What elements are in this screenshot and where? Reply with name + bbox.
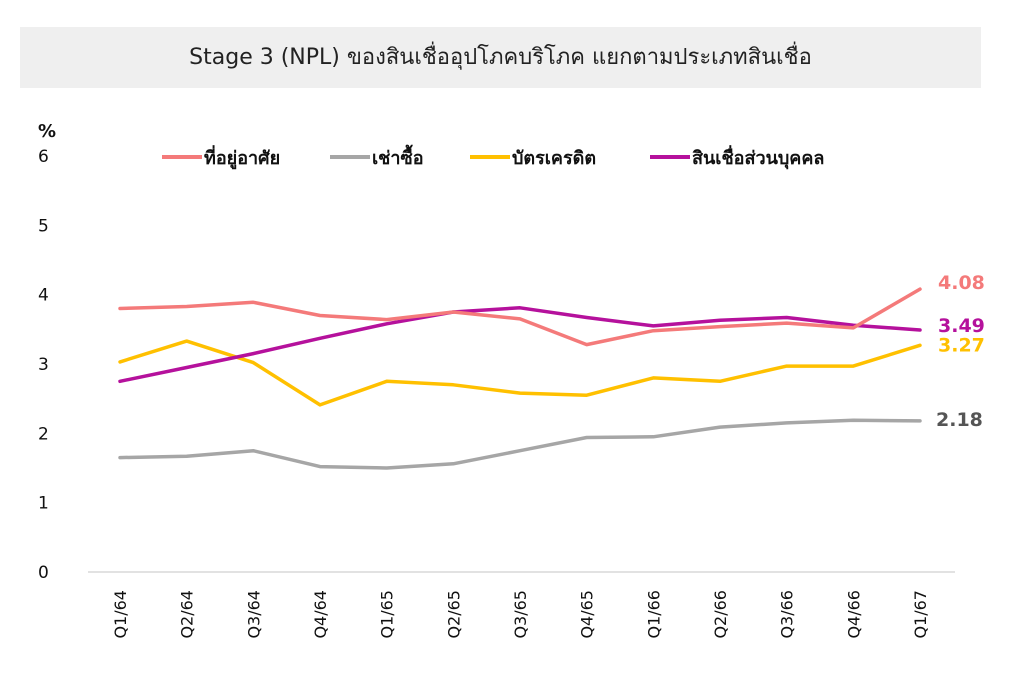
legend-label: ที่อยู่อาศัย (204, 145, 280, 170)
series-lines (118, 287, 922, 470)
y-axis-label: % (38, 121, 56, 142)
x-tick-label: Q4/65 (578, 590, 597, 639)
legend-label: สินเชื่อส่วนบุคคล (692, 145, 824, 170)
x-tick-label: Q1/65 (378, 590, 397, 639)
y-tick-label: 1 (38, 494, 49, 514)
end-value-label: 3.27 (938, 334, 985, 356)
legend-item: ที่อยู่อาศัย (162, 145, 280, 170)
y-tick-label: 0 (38, 563, 49, 583)
y-tick-label: 2 (38, 424, 49, 444)
series-line (118, 287, 922, 347)
x-tick-label: Q3/65 (511, 590, 530, 639)
x-tick-label: Q2/65 (444, 590, 463, 639)
x-tick-label: Q3/66 (778, 590, 797, 639)
x-tick-label: Q1/66 (644, 590, 663, 639)
legend: ที่อยู่อาศัย เช่าซื้อ บัตรเครดิต สินเชื่อส่… (162, 144, 824, 170)
legend-item: บัตรเครดิต (470, 148, 596, 169)
x-tick-label: Q3/64 (244, 590, 263, 639)
series-line (118, 306, 922, 384)
x-tick-label: Q2/64 (178, 590, 197, 639)
x-tick-label: Q2/66 (711, 590, 730, 639)
chart-title-bar: Stage 3 (NPL) ของสินเชื่ออุปโภคบริโภค แย… (20, 27, 981, 88)
chart-title: Stage 3 (NPL) ของสินเชื่ออุปโภคบริโภค แย… (189, 45, 812, 70)
end-value-label: 2.18 (936, 409, 983, 431)
end-value-label: 3.49 (938, 315, 985, 337)
legend-item: เช่าซื้อ (330, 144, 424, 169)
y-tick-label: 5 (38, 216, 49, 236)
x-tick-label: Q4/66 (844, 590, 863, 639)
x-tick-label: Q4/64 (311, 590, 330, 639)
series-line (118, 418, 922, 470)
end-labels: 4.08 2.18 3.273.49 (936, 272, 985, 431)
x-axis-ticks: Q1/64 Q2/64 Q3/64 Q4/64 Q1/65 Q2/65 Q3/65 Q4/65… (111, 590, 930, 639)
y-tick-label: 4 (38, 286, 49, 306)
legend-item: สินเชื่อส่วนบุคคล (650, 145, 824, 170)
legend-label: บัตรเครดิต (512, 148, 596, 169)
y-tick-label: 3 (38, 355, 49, 375)
legend-label: เช่าซื้อ (372, 144, 424, 169)
y-tick-label: 6 (38, 147, 49, 167)
x-tick-label: Q1/67 (911, 590, 930, 639)
end-value-label: 4.08 (938, 272, 985, 294)
x-tick-label: Q1/64 (111, 590, 130, 639)
y-axis-ticks: 0 1 2 3 4 5 6 (38, 147, 49, 583)
series-line (118, 339, 922, 407)
